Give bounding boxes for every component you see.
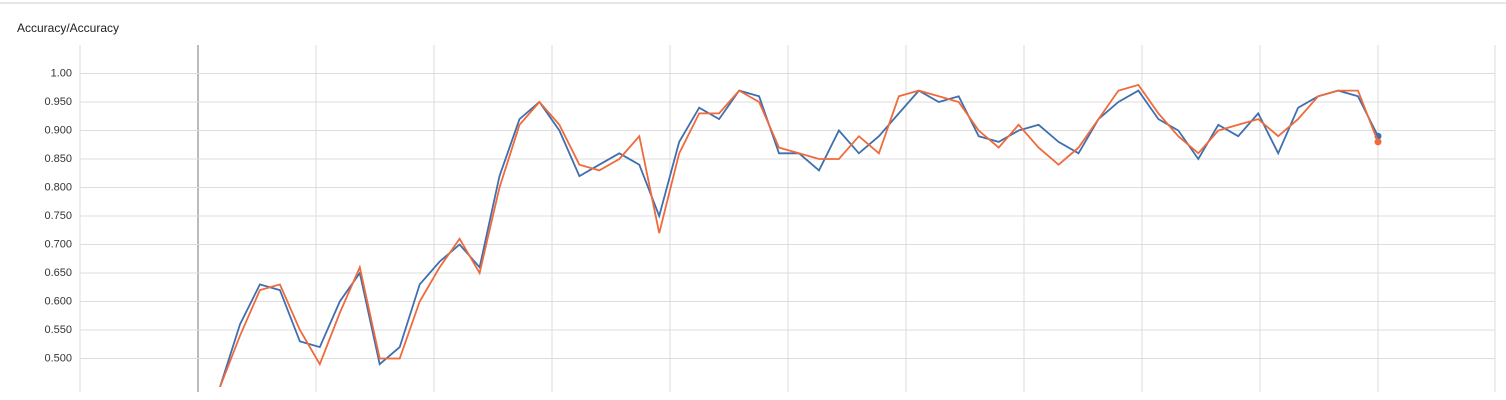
y-tick-label: 0.500: [44, 352, 72, 364]
y-tick-label: 0.800: [44, 181, 72, 193]
y-tick-label: 0.900: [44, 124, 72, 136]
vertical-grid: [79, 45, 1496, 392]
y-tick-label: 0.950: [44, 96, 72, 108]
y-tick-label: 0.600: [44, 295, 72, 307]
y-tick-label: 0.650: [44, 267, 72, 279]
y-tick-label: 0.550: [44, 324, 72, 336]
y-tick-label: 1.00: [51, 67, 72, 79]
chart-title: Accuracy/Accuracy: [17, 21, 119, 35]
series-line: [219, 83, 1379, 387]
end-point: [1374, 138, 1382, 146]
y-tick-label: 0.700: [44, 238, 72, 250]
plot-area: [219, 83, 1382, 387]
y-tick-label: 0.850: [44, 153, 72, 165]
y-tick-label: 0.750: [44, 210, 72, 222]
series-line: [219, 89, 1379, 387]
